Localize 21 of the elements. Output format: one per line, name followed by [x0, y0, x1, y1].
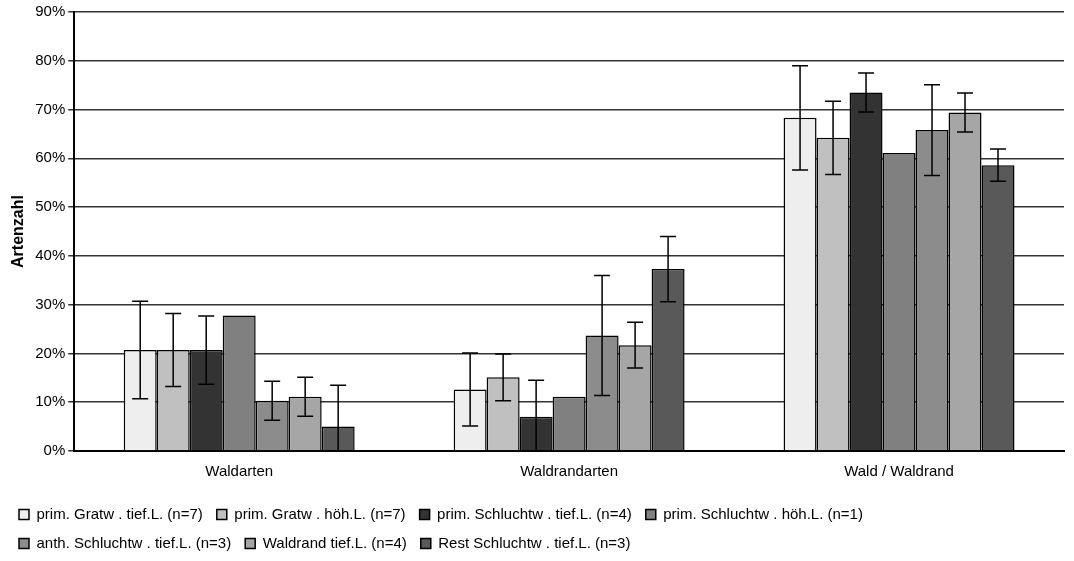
y-tick-label: 20% — [35, 343, 66, 361]
legend-label: Waldrand tief.L. (n=4) — [262, 533, 407, 551]
legend-label: prim. Gratw . höh.L. (n=7) — [234, 504, 406, 522]
x-tick-label: Wald / Waldrand — [844, 462, 954, 480]
y-tick-label: 50% — [35, 197, 66, 215]
y-tick-label: 40% — [35, 246, 66, 264]
y-tick-label: 80% — [35, 50, 66, 68]
y-tick-label: 10% — [35, 392, 66, 410]
legend-label: prim. Schluchtw . höh.L. (n=1) — [663, 504, 863, 522]
legend-label: prim. Schluchtw . tief.L. (n=4) — [437, 504, 632, 522]
y-tick-label: 30% — [35, 294, 66, 312]
y-tick-label: 70% — [35, 99, 66, 117]
legend-label: Rest Schluchtw . tief.L. (n=3) — [438, 533, 631, 551]
x-tick-label: Waldrandarten — [520, 462, 619, 480]
y-tick-label: 60% — [35, 148, 66, 166]
y-axis-title: Artenzahl — [9, 195, 27, 268]
legend-label: anth. Schluchtw . tief.L. (n=3) — [36, 533, 232, 551]
x-tick-label: Waldarten — [205, 462, 274, 480]
y-tick-label: 90% — [35, 2, 66, 20]
y-tick-label: 0% — [43, 441, 66, 459]
legend-label: prim. Gratw . tief.L. (n=7) — [36, 504, 203, 522]
